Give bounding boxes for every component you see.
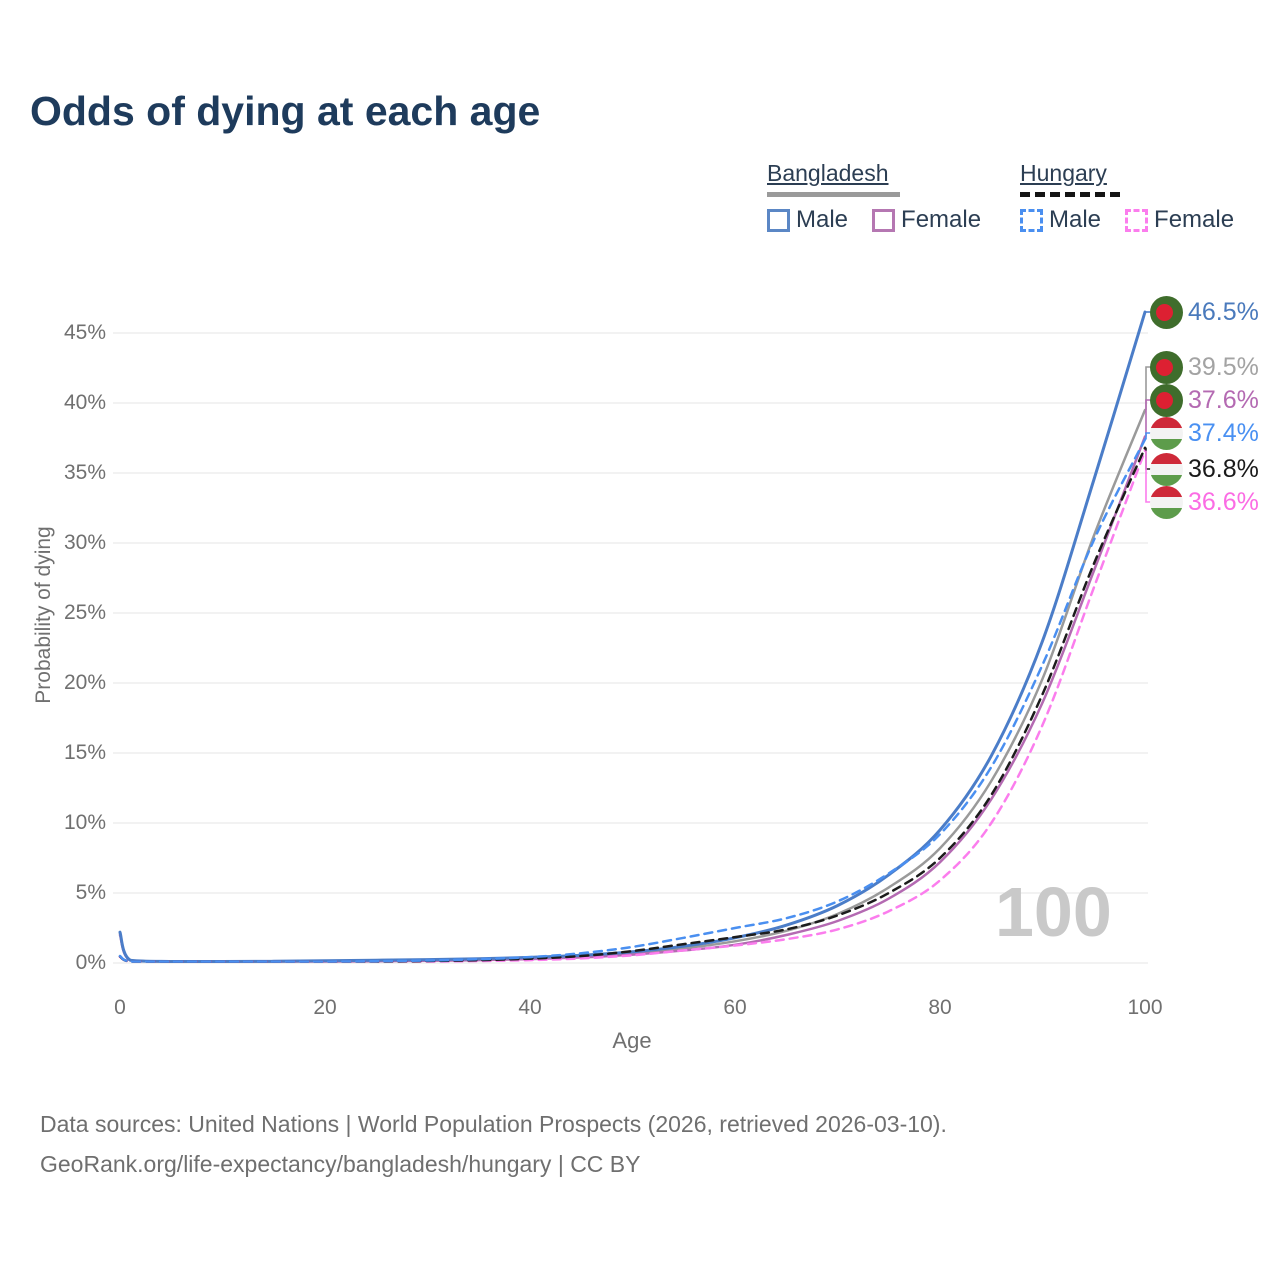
end-value-text: 39.5% bbox=[1188, 352, 1259, 381]
line-bangladesh-total bbox=[118, 408, 1147, 963]
page-title: Odds of dying at each age bbox=[30, 88, 541, 134]
x-tick-label: 20 bbox=[313, 996, 337, 1019]
x-axis-title: Age bbox=[612, 1028, 652, 1053]
end-value-text: 36.8% bbox=[1188, 454, 1259, 483]
end-value-text: 46.5% bbox=[1188, 297, 1259, 326]
end-value-text: 37.6% bbox=[1188, 385, 1259, 414]
bangladesh-flag-icon bbox=[1150, 295, 1183, 329]
legend-line-sample-hungary bbox=[1020, 192, 1120, 197]
y-tick-label: 10% bbox=[63, 811, 106, 834]
legend-item-bangladesh-female[interactable]: Female bbox=[872, 206, 981, 234]
swatch-bangladesh-female-icon bbox=[872, 208, 896, 232]
end-value-text: 36.6% bbox=[1188, 487, 1259, 516]
hungary-flag-icon bbox=[1150, 416, 1183, 450]
legend-item-hungary-male[interactable]: Male bbox=[1020, 206, 1101, 234]
x-tick-label: 100 bbox=[1127, 996, 1163, 1019]
y-tick-label: 35% bbox=[63, 461, 106, 484]
end-value-label-bangladesh-female: 37.6% bbox=[1150, 382, 1259, 418]
swatch-bangladesh-male-icon bbox=[767, 208, 790, 232]
x-tick-label: 40 bbox=[518, 996, 542, 1019]
y-tick-label: 30% bbox=[63, 531, 106, 554]
swatch-hungary-male-icon bbox=[1020, 208, 1043, 232]
legend-label-bangladesh-female: Female bbox=[901, 206, 982, 233]
legend-line-sample-bangladesh bbox=[767, 192, 900, 197]
line-hungary-total bbox=[118, 446, 1147, 963]
line-hungary-male bbox=[118, 438, 1147, 963]
bangladesh-flag-icon bbox=[1150, 350, 1183, 384]
end-value-label-bangladesh-total: 39.5% bbox=[1150, 349, 1259, 385]
x-tick-label: 0 bbox=[114, 996, 126, 1019]
legend-item-hungary-female[interactable]: Female bbox=[1125, 206, 1234, 234]
y-tick-label: 5% bbox=[75, 881, 106, 904]
legend-label-hungary-female: Female bbox=[1154, 206, 1235, 233]
legend-label-hungary-male: Male bbox=[1049, 206, 1102, 233]
legend-group-hungary: Hungary Male Female bbox=[1020, 160, 1234, 234]
bangladesh-flag-icon bbox=[1150, 383, 1183, 417]
legend-label-bangladesh-male: Male bbox=[796, 206, 849, 233]
line-bangladesh-male bbox=[118, 310, 1147, 963]
y-tick-label: 25% bbox=[63, 601, 106, 624]
end-value-label-hungary-male: 37.4% bbox=[1150, 415, 1259, 451]
footer-data-sources: Data sources: United Nations | World Pop… bbox=[40, 1111, 947, 1137]
age-counter-watermark: 100 bbox=[995, 873, 1112, 951]
hungary-flag-icon bbox=[1150, 452, 1183, 486]
end-value-label-hungary-total: 36.8% bbox=[1150, 451, 1259, 487]
end-value-label-bangladesh-male: 46.5% bbox=[1150, 294, 1259, 330]
y-tick-label: 45% bbox=[63, 321, 106, 344]
y-tick-label: 40% bbox=[63, 391, 106, 414]
line-hungary-female bbox=[118, 449, 1147, 963]
line-bangladesh-female bbox=[118, 435, 1147, 963]
y-tick-label: 20% bbox=[63, 671, 106, 694]
end-value-label-hungary-female: 36.6% bbox=[1150, 484, 1259, 520]
legend-item-bangladesh-male[interactable]: Male bbox=[767, 206, 848, 234]
legend-group-bangladesh: Bangladesh Male Female bbox=[767, 160, 981, 234]
swatch-hungary-female-icon bbox=[1125, 208, 1149, 232]
hungary-flag-icon bbox=[1150, 485, 1183, 519]
x-tick-label: 60 bbox=[723, 996, 747, 1019]
legend-header-hungary[interactable]: Hungary bbox=[1020, 160, 1107, 186]
footer-link[interactable]: GeoRank.org/life-expectancy/bangladesh/h… bbox=[40, 1151, 641, 1177]
footer-attribution: Data sources: United Nations | World Pop… bbox=[40, 1104, 947, 1184]
legend-header-bangladesh[interactable]: Bangladesh bbox=[767, 160, 889, 186]
y-tick-label: 0% bbox=[75, 951, 106, 974]
y-tick-label: 15% bbox=[63, 741, 106, 764]
x-tick-label: 80 bbox=[928, 996, 952, 1019]
end-value-text: 37.4% bbox=[1188, 418, 1259, 447]
